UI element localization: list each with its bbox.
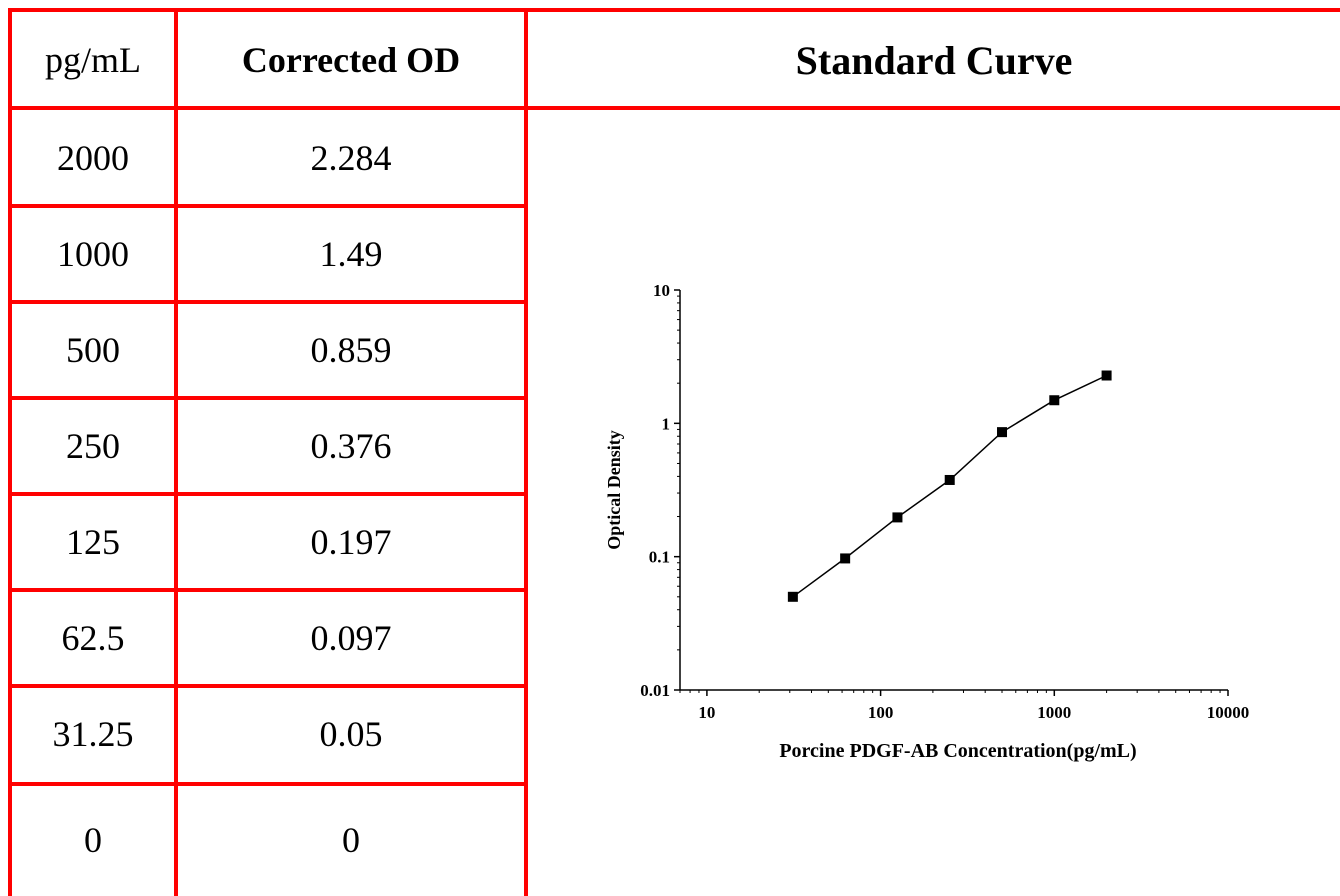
panel-title: Standard Curve xyxy=(795,37,1073,83)
y-tick-label: 1 xyxy=(662,414,671,433)
od-cell: 0.376 xyxy=(310,426,392,466)
conc-cell: 250 xyxy=(66,426,120,466)
table-border-col1 xyxy=(174,8,178,896)
od-cell: 0.097 xyxy=(310,618,392,658)
od-cell: 2.284 xyxy=(310,138,392,178)
row-divider xyxy=(8,492,528,496)
y-axis-label: Optical Density xyxy=(604,430,624,550)
x-tick-label: 10 xyxy=(698,703,715,722)
od-cell: 0 xyxy=(342,820,360,860)
od-cell: 1.49 xyxy=(319,234,383,274)
y-tick-label: 0.01 xyxy=(640,681,670,700)
conc-cell: 125 xyxy=(66,522,120,562)
x-tick-label: 10000 xyxy=(1207,703,1250,722)
row-divider xyxy=(8,300,528,304)
x-axis-label: Porcine PDGF-AB Concentration(pg/mL) xyxy=(779,740,1136,762)
row-divider xyxy=(8,782,528,786)
table-border-col2 xyxy=(524,8,528,896)
od-cell: 0.197 xyxy=(310,522,392,562)
series-line xyxy=(792,374,1107,598)
conc-cell: 62.5 xyxy=(61,618,125,658)
data-point xyxy=(1101,370,1112,381)
data-point xyxy=(944,474,955,485)
conc-cell: 1000 xyxy=(57,234,129,274)
conc-cell: 2000 xyxy=(57,138,129,178)
row-divider xyxy=(8,204,528,208)
row-divider xyxy=(8,588,528,592)
header-corrected-od: Corrected OD xyxy=(241,40,461,80)
od-cell: 0.859 xyxy=(310,330,392,370)
x-tick-label: 100 xyxy=(868,703,894,722)
conc-cell: 0 xyxy=(84,820,102,860)
conc-cell: 500 xyxy=(66,330,120,370)
table-border-header xyxy=(8,106,1340,110)
od-cell: 0.05 xyxy=(319,714,383,754)
data-point xyxy=(1049,395,1060,406)
data-point xyxy=(892,512,903,523)
y-tick-label: 10 xyxy=(653,281,670,300)
x-tick-label: 1000 xyxy=(1037,703,1071,722)
data-point xyxy=(840,553,851,564)
data-point xyxy=(787,591,798,602)
table-border-left xyxy=(8,8,12,896)
row-divider xyxy=(8,396,528,400)
y-tick-label: 0.1 xyxy=(649,548,670,567)
table-border-top xyxy=(8,8,1340,12)
row-divider xyxy=(8,684,528,688)
conc-cell: 31.25 xyxy=(52,714,134,754)
header-concentration: pg/mL xyxy=(45,40,141,80)
data-point xyxy=(997,427,1008,438)
